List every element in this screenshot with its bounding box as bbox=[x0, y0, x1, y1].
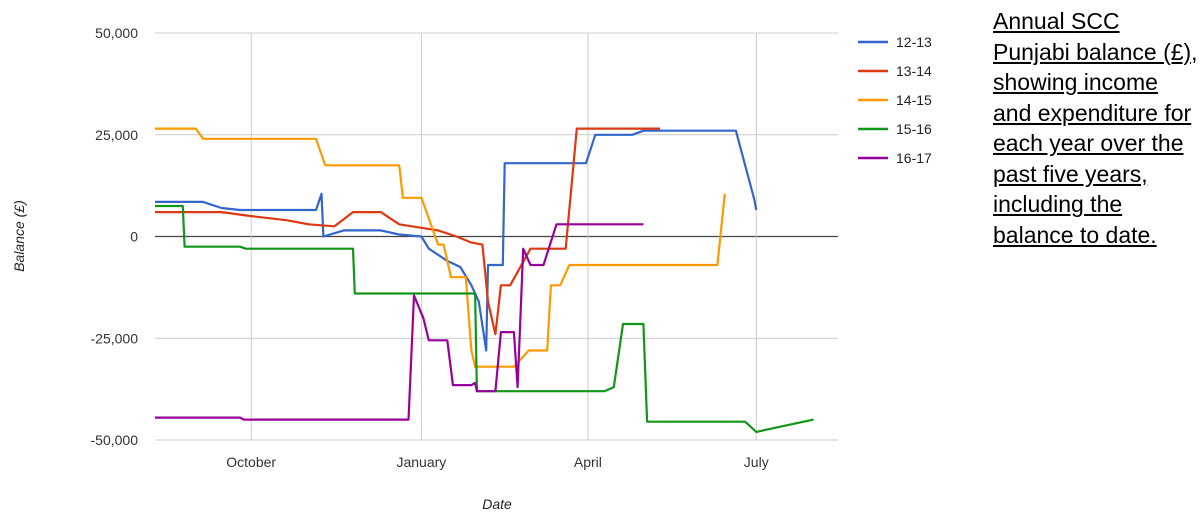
y-tick-label: -25,000 bbox=[91, 330, 139, 346]
x-tick-label: October bbox=[226, 454, 276, 470]
y-tick-label: 25,000 bbox=[95, 127, 138, 143]
x-tick-label: April bbox=[574, 454, 602, 470]
gridlines bbox=[155, 32, 838, 441]
legend-label: 15-16 bbox=[896, 121, 932, 137]
series-lines bbox=[155, 127, 814, 433]
series-line-12-13 bbox=[155, 129, 758, 352]
x-tick-label: July bbox=[744, 454, 769, 470]
series-line-13-14 bbox=[155, 127, 660, 336]
x-tick-label: January bbox=[396, 454, 446, 470]
series-line-16-17 bbox=[155, 223, 644, 421]
x-axis-title: Date bbox=[482, 496, 512, 512]
y-tick-label: 0 bbox=[130, 229, 138, 245]
y-tick-label: -50,000 bbox=[91, 432, 139, 448]
x-tick-labels: October January April July bbox=[226, 454, 768, 470]
y-tick-labels: 50,000 25,000 0 -25,000 -50,000 bbox=[91, 25, 139, 448]
legend: 12-13 13-14 14-15 15-16 16-17 bbox=[858, 34, 932, 166]
series-line-15-16 bbox=[155, 204, 814, 433]
y-tick-label: 50,000 bbox=[95, 25, 138, 41]
legend-label: 14-15 bbox=[896, 92, 932, 108]
legend-label: 16-17 bbox=[896, 150, 932, 166]
legend-label: 13-14 bbox=[896, 63, 932, 79]
line-chart: 50,000 25,000 0 -25,000 -50,000 October Janua… bbox=[11, 25, 932, 512]
legend-label: 12-13 bbox=[896, 34, 932, 50]
series-line-14-15 bbox=[155, 127, 726, 368]
chart-caption: Annual SCC Punjabi balance (£), showing … bbox=[993, 8, 1198, 248]
y-axis-title: Balance (£) bbox=[11, 200, 27, 272]
